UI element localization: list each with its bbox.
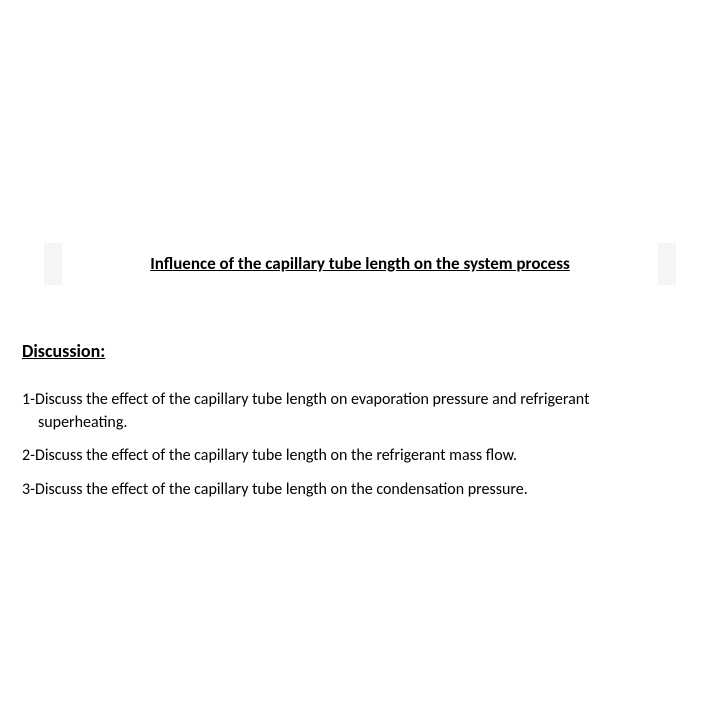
list-item: 3-Discuss the effect of the capillary tu…	[22, 478, 690, 501]
section-heading: Discussion:	[22, 340, 105, 362]
list-item: 2-Discuss the effect of the capillary tu…	[22, 444, 690, 467]
side-block-left	[44, 243, 62, 285]
item-text-line2: superheating.	[22, 411, 690, 434]
discussion-list: 1-Discuss the effect of the capillary tu…	[22, 388, 690, 511]
item-text-line1: 1-Discuss the effect of the capillary tu…	[22, 390, 589, 409]
title-row: Influence of the capillary tube length o…	[0, 253, 720, 274]
list-item: 1-Discuss the effect of the capillary tu…	[22, 388, 690, 434]
side-block-right	[658, 243, 676, 285]
document-title: Influence of the capillary tube length o…	[150, 253, 570, 274]
